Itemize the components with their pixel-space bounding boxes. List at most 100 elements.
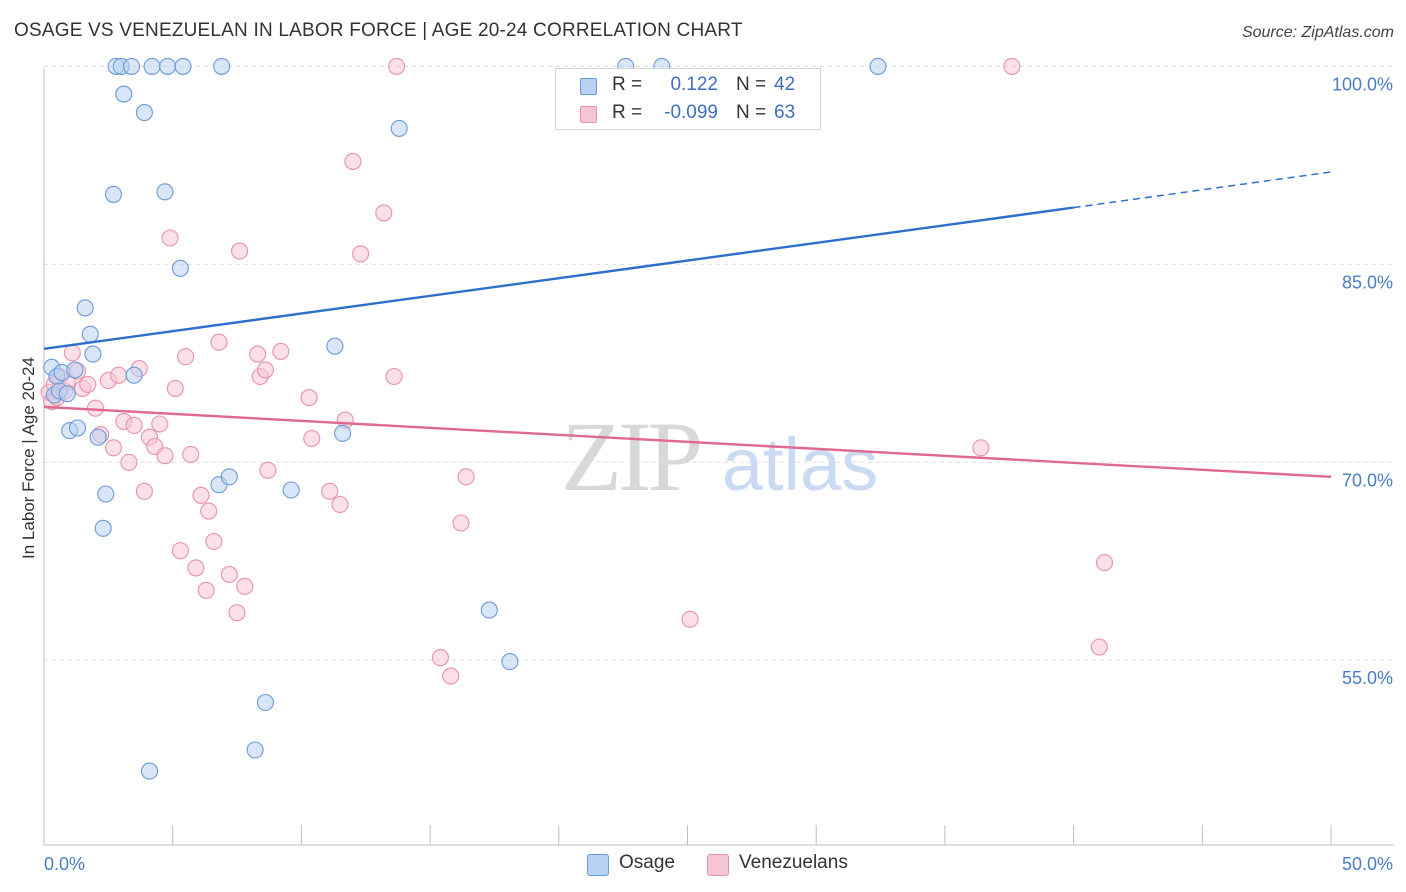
venezuelans-point-56[interactable]: [442, 667, 460, 685]
venezuelans-point-35[interactable]: [210, 333, 228, 351]
osage-point-7[interactable]: [66, 361, 84, 379]
venezuelans-point-31[interactable]: [192, 486, 210, 504]
venezuelans-point-46[interactable]: [303, 429, 321, 448]
venezuelans-point-42[interactable]: [256, 361, 274, 379]
axes: [43, 68, 1394, 846]
venezuelans-point-51[interactable]: [352, 245, 370, 263]
osage-point-13[interactable]: [94, 519, 112, 537]
venezuelans-point-7[interactable]: [63, 344, 81, 362]
venezuelans-point-28[interactable]: [177, 348, 195, 366]
venezuelans-point-27[interactable]: [171, 542, 189, 560]
venezuelans-point-25[interactable]: [161, 229, 179, 247]
venezuelans-r-value: -0.099: [664, 102, 718, 123]
venezuelans-n-label: N =: [736, 102, 767, 123]
venezuelans-point-10[interactable]: [79, 375, 97, 393]
osage-n-value: 42: [774, 74, 796, 95]
y-tick-label-55: 55.0%: [1342, 668, 1393, 688]
venezuelans-point-63[interactable]: [1095, 554, 1114, 572]
venezuelans-point-23[interactable]: [151, 415, 169, 433]
venezuelans-point-57[interactable]: [452, 514, 470, 532]
venezuelans-point-45[interactable]: [300, 389, 318, 407]
venezuelans-point-26[interactable]: [166, 379, 184, 397]
osage-point-34[interactable]: [326, 337, 344, 355]
grid-lines: [44, 65, 1394, 661]
osage-point-31[interactable]: [246, 741, 264, 759]
venezuelans-point-53[interactable]: [385, 367, 403, 386]
venezuelans-point-29[interactable]: [182, 445, 200, 463]
osage-point-30[interactable]: [220, 468, 238, 486]
osage-point-37[interactable]: [480, 601, 498, 619]
osage-point-19[interactable]: [122, 57, 141, 75]
venezuelans-point-33[interactable]: [200, 502, 218, 520]
osage-point-38[interactable]: [501, 653, 519, 671]
x-tick-label-right: 50.0%: [1342, 854, 1393, 874]
venezuelans-point-50[interactable]: [344, 152, 362, 170]
venezuelans-point-40[interactable]: [249, 345, 267, 363]
osage-point-15[interactable]: [104, 185, 123, 203]
osage-point-33[interactable]: [282, 481, 300, 499]
venezuelans-point-62[interactable]: [1090, 638, 1108, 656]
venezuelans-point-47[interactable]: [321, 482, 339, 500]
watermark-zip: ZIP: [561, 401, 699, 512]
venezuelans-point-48[interactable]: [331, 495, 349, 514]
osage-point-28[interactable]: [213, 57, 231, 75]
venezuelans-point-15[interactable]: [110, 366, 128, 384]
osage-trend-line: [43, 206, 1074, 350]
venezuelans-point-52[interactable]: [375, 204, 393, 222]
osage-point-18[interactable]: [115, 85, 133, 103]
osage-point-11[interactable]: [84, 345, 102, 363]
venezuelans-point-36[interactable]: [220, 565, 238, 584]
osage-point-23[interactable]: [143, 57, 161, 75]
venezuelans-swatch: [580, 106, 597, 123]
osage-point-12[interactable]: [89, 428, 107, 446]
venezuelans-point-61[interactable]: [1003, 57, 1021, 75]
osage-point-20[interactable]: [125, 366, 143, 384]
venezuelans-r-label: R =: [612, 102, 643, 123]
venezuelans-point-34[interactable]: [205, 532, 223, 551]
watermark: ZIP atlas: [561, 401, 878, 512]
osage-point-27[interactable]: [174, 57, 192, 75]
venezuelans-point-55[interactable]: [431, 649, 449, 667]
venezuelans-point-44[interactable]: [272, 342, 290, 360]
legend-osage-label: Osage: [619, 852, 675, 873]
venezuelans-point-18[interactable]: [125, 416, 143, 434]
osage-point-24[interactable]: [159, 57, 177, 75]
x-ticks: [43, 825, 1332, 845]
osage-point-32[interactable]: [256, 693, 274, 712]
venezuelans-point-59[interactable]: [681, 610, 699, 628]
venezuelans-point-32[interactable]: [197, 581, 215, 599]
osage-point-5[interactable]: [58, 385, 76, 403]
osage-point-36[interactable]: [390, 119, 408, 137]
venezuelans-point-17[interactable]: [120, 453, 138, 471]
osage-point-9[interactable]: [76, 299, 94, 317]
osage-swatch: [580, 78, 597, 95]
venezuelans-point-20[interactable]: [135, 482, 153, 500]
venezuelans-point-24[interactable]: [156, 447, 174, 465]
osage-point-10[interactable]: [81, 325, 99, 343]
venezuelans-point-14[interactable]: [104, 439, 123, 457]
venezuelans-point-39[interactable]: [236, 577, 254, 595]
venezuelans-point-38[interactable]: [231, 242, 249, 260]
osage-point-41[interactable]: [869, 57, 887, 75]
venezuelans-trend-line: [43, 405, 1332, 479]
chart-title: OSAGE VS VENEZUELAN IN LABOR FORCE | AGE…: [14, 20, 743, 41]
osage-r-label: R =: [612, 74, 643, 95]
venezuelans-point-54[interactable]: [388, 57, 406, 75]
venezuelans-point-30[interactable]: [187, 559, 205, 577]
venezuelans-point-37[interactable]: [228, 604, 246, 622]
y-tick-label-100: 100.0%: [1332, 74, 1393, 94]
venezuelans-point-58[interactable]: [457, 468, 475, 486]
venezuelans-point-60[interactable]: [972, 439, 990, 457]
watermark-atlas: atlas: [722, 423, 878, 506]
osage-point-22[interactable]: [140, 762, 159, 780]
venezuelans-point-43[interactable]: [259, 461, 277, 479]
osage-point-21[interactable]: [135, 104, 153, 122]
osage-point-8[interactable]: [68, 419, 87, 437]
source-credit: Source: ZipAtlas.com: [1241, 24, 1394, 41]
osage-point-25[interactable]: [156, 183, 174, 201]
osage-point-14[interactable]: [97, 485, 115, 503]
osage-point-35[interactable]: [334, 424, 352, 442]
osage-point-26[interactable]: [171, 259, 189, 277]
y-axis-title: In Labor Force | Age 20-24: [19, 357, 38, 559]
